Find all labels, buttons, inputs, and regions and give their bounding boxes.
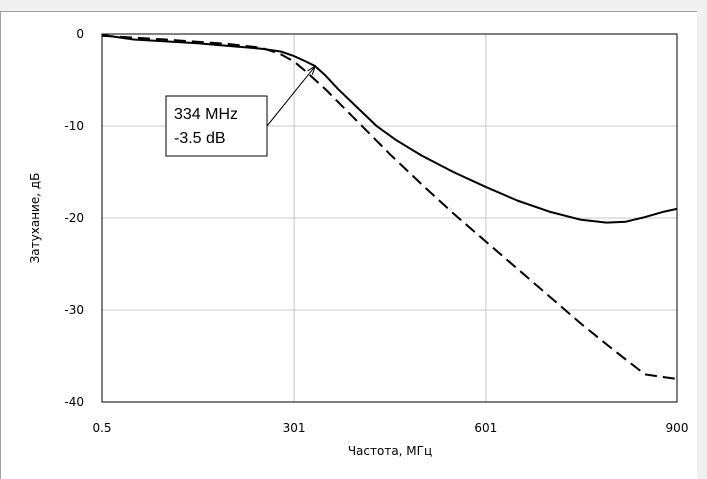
y-tick-label: 0 [76, 27, 84, 41]
tick-labels: 0.5 301 601 900 0 -10 -20 -30 -40 [64, 27, 688, 435]
series-group [102, 34, 677, 380]
annotation: 334 MHz -3.5 dB [165, 65, 317, 157]
x-tick-label: 900 [666, 421, 689, 435]
annotation-frequency: 334 MHz [174, 106, 238, 123]
y-tick-label: -40 [64, 395, 84, 409]
x-axis-title: Частота, МГц [348, 444, 432, 458]
y-tick-label: -20 [64, 211, 84, 225]
y-tick-label: -30 [64, 303, 84, 317]
window-edge [697, 0, 707, 479]
plot-border [101, 33, 678, 403]
x-tick-label: 0.5 [92, 421, 111, 435]
annotation-box [165, 95, 268, 157]
annotation-attenuation: -3.5 dB [174, 130, 226, 147]
y-tick-label: -10 [64, 119, 84, 133]
x-tick-label: 301 [283, 421, 306, 435]
y-axis-title: Затухание, дБ [28, 173, 42, 264]
annotation-pointer [266, 65, 316, 127]
x-tick-label: 601 [474, 421, 497, 435]
dashed-series-line [102, 34, 677, 380]
solid-series-line [102, 34, 677, 224]
annotation-arrowhead [307, 65, 317, 75]
